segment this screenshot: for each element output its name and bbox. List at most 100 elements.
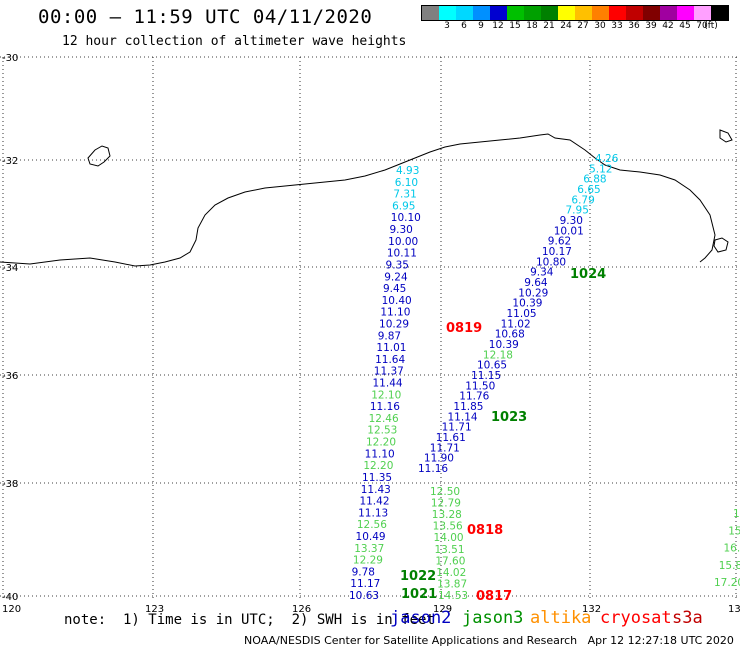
swh-value-track-d: 16. [724, 543, 740, 555]
longitude-label: 123 [145, 604, 164, 615]
swh-value-track-b: 11.14 [448, 411, 478, 423]
swh-value-track-b: 10.01 [554, 225, 584, 237]
longitude-label: 126 [292, 604, 311, 615]
swh-value-track-d: 15 [733, 508, 740, 520]
colorbar-swatch [507, 6, 524, 20]
swh-value-track-c: 14.00 [434, 532, 464, 544]
longitude-label: 129 [433, 604, 452, 615]
colorbar-swatch [473, 6, 490, 20]
swh-value-track-d: 15.8 [719, 560, 740, 572]
longitude-label: 135 [728, 604, 740, 615]
swh-value-track-a: 11.16 [370, 401, 400, 413]
swh-value-track-b: 11.85 [453, 401, 483, 413]
colorbar-swatch [694, 6, 711, 20]
swh-value-track-a: 12.46 [369, 413, 399, 425]
swh-value-track-a: 10.40 [382, 295, 412, 307]
swh-value-track-d: 15. [728, 525, 740, 537]
swh-value-track-a: 9.35 [386, 259, 409, 271]
coastline [0, 129, 733, 267]
credit-footer: NOAA/NESDIS Center for Satellite Applica… [244, 634, 734, 647]
colorbar-swatch [439, 6, 456, 20]
swh-value-track-a: 11.10 [380, 307, 410, 319]
swh-value-track-b: 11.90 [424, 453, 454, 465]
swh-value-track-a: 11.64 [375, 354, 405, 366]
chart-title: 00:00 – 11:59 UTC 04/11/2020 [38, 6, 373, 28]
swh-value-track-a: 10.29 [379, 318, 409, 330]
recherche-island [87, 145, 111, 167]
swh-value-track-d: 17.20 [714, 577, 740, 589]
swh-value-track-a: 11.42 [359, 496, 389, 508]
swh-value-track-b: 11.16 [418, 463, 448, 475]
kangaroo-island [713, 237, 729, 253]
pass-time-label: 0817 [476, 589, 512, 604]
colorbar-tick-label: 15 [509, 21, 521, 31]
swh-value-track-a: 11.35 [362, 472, 392, 484]
swh-value-track-a: 11.43 [361, 484, 391, 496]
swh-value-track-b: 12.18 [483, 349, 513, 361]
colorbar-unit-label: (ft) [704, 21, 718, 31]
colorbar-swatch [609, 6, 626, 20]
units-note: note: 1) Time is in UTC; 2) SWH is in fe… [64, 612, 435, 628]
island-east [719, 129, 733, 143]
colorbar-swatch [490, 6, 507, 20]
swh-value-track-b: 6.88 [583, 174, 606, 186]
swh-value-track-a: 11.13 [358, 507, 388, 519]
swh-value-track-a: 10.00 [388, 236, 418, 248]
colorbar-tick-label: 30 [594, 21, 606, 31]
colorbar-tick-label: 39 [645, 21, 657, 31]
swh-value-track-b: 10.17 [542, 246, 572, 258]
colorbar-swatch [592, 6, 609, 20]
swh-value-track-b: 6.79 [571, 194, 594, 206]
latitude-label: -34 [2, 263, 18, 274]
swh-value-track-a: 10.10 [391, 212, 421, 224]
swh-value-track-a: 9.24 [384, 271, 408, 283]
colorbar-swatch [541, 6, 558, 20]
colorbar-swatch [456, 6, 473, 20]
colorbar-tick-label: 6 [461, 21, 467, 31]
colorbar-swatch [422, 6, 439, 20]
latitude-label: -32 [2, 156, 18, 167]
swh-value-track-b: 10.39 [489, 339, 519, 351]
colorbar-tick-label: 36 [628, 21, 640, 31]
colorbar-swatch [643, 6, 660, 20]
colorbar-swatch [558, 6, 575, 20]
satellite-legend-altika: altika [530, 608, 592, 628]
swh-value-track-a: 9.78 [352, 566, 375, 578]
longitude-label: 132 [582, 604, 601, 615]
latitude-label: -38 [2, 479, 18, 490]
swh-value-track-a: 10.63 [349, 590, 379, 602]
track-labels: 4.936.107.316.9510.109.3010.0010.119.359… [349, 153, 740, 604]
satellite-legend-cryosat: cryosat [600, 608, 672, 628]
colorbar-tick-label: 21 [543, 21, 555, 31]
swh-value-track-b: 11.71 [442, 422, 472, 434]
swh-value-track-a: 10.49 [356, 531, 386, 543]
latitude-label: -40 [2, 592, 18, 603]
pass-time-label: 1023 [491, 410, 527, 425]
swh-value-track-c: 17.60 [435, 555, 465, 567]
swh-value-track-a: 7.31 [393, 189, 416, 201]
swh-value-track-b: 10.29 [518, 287, 548, 299]
chart-subtitle: 12 hour collection of altimeter wave hei… [62, 34, 407, 49]
swh-value-track-b: 5.12 [589, 163, 612, 175]
swh-value-track-b: 10.80 [536, 256, 566, 268]
swh-value-track-a: 11.37 [374, 366, 404, 378]
longitude-label: 120 [2, 604, 21, 615]
wave-height-colorbar [421, 5, 729, 21]
swh-value-track-b: 11.50 [465, 380, 495, 392]
latitude-label: -30 [2, 53, 18, 64]
swh-value-track-c: 14.02 [436, 567, 466, 579]
colorbar-tick-label: 33 [611, 21, 623, 31]
swh-value-track-a: 12.20 [366, 437, 396, 449]
swh-value-track-a: 9.87 [378, 330, 401, 342]
swh-value-track-a: 9.30 [389, 224, 412, 236]
pass-time-label: 0818 [467, 523, 503, 538]
swh-value-track-b: 4.26 [595, 153, 619, 165]
colorbar-tick-label: 27 [577, 21, 589, 31]
swh-value-track-b: 9.34 [530, 267, 554, 279]
swh-value-track-a: 10.11 [387, 248, 417, 260]
swh-value-track-b: 10.65 [477, 360, 507, 372]
swh-value-track-b: 9.30 [560, 215, 583, 227]
swh-value-track-b: 6.65 [577, 184, 600, 196]
swh-value-track-c: 12.79 [431, 498, 461, 510]
